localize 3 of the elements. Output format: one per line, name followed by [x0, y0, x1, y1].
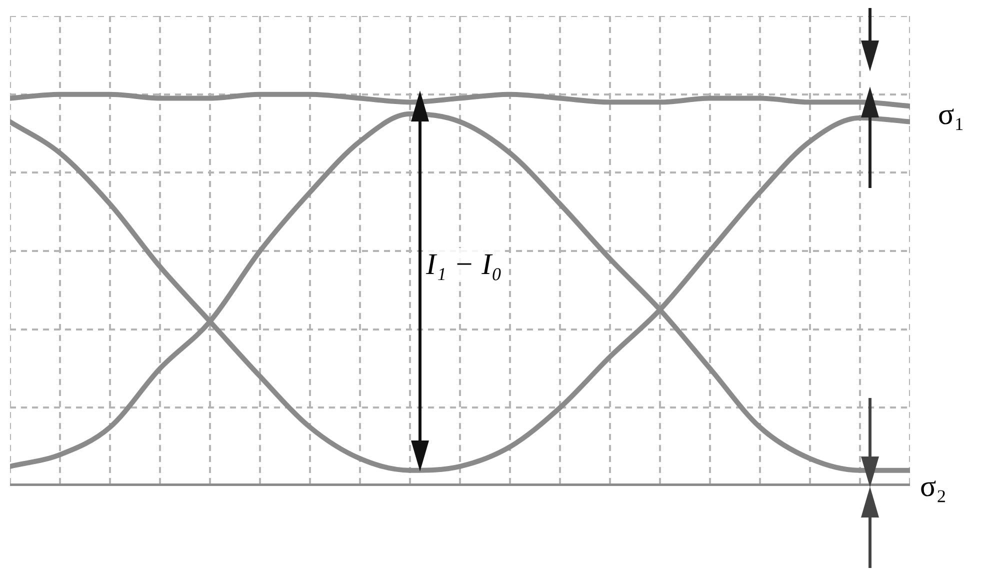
text: σ₂	[920, 470, 947, 504]
annotation: I₁ − I₀	[426, 248, 502, 282]
text: σ₁	[938, 98, 965, 132]
